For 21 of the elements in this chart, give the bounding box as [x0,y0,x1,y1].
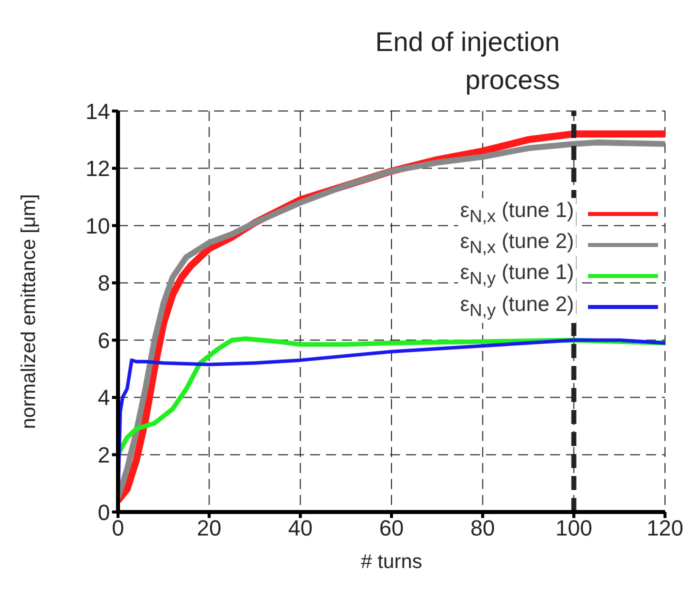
x-tick-label: 60 [379,516,404,541]
y-tick-label: 8 [98,270,110,296]
y-tick-label: 6 [98,328,110,353]
x-tick-label: 80 [470,516,495,541]
ref-line-label: End of injection process [375,27,560,95]
y-axis-title: normalized emittance [μm] [18,194,40,429]
legend-label: ε$_{N,x}$ (tune 2) [458,229,576,260]
legend-label: ε$_{N,y}$ (tune 2) [458,292,576,323]
x-tick-label: 40 [288,516,313,541]
y-tick-label: 2 [98,442,110,468]
x-tick-label: 120 [646,516,684,541]
x-axis-title: # turns [360,551,422,573]
y-tick-label: 0 [98,500,110,525]
x-tick-label: 100 [555,516,592,541]
legend-label: ε$_{N,y}$ (tune 1) [458,260,576,292]
y-tick-label: 10 [86,213,110,238]
x-tick-label: 20 [196,516,222,541]
y-tick-label: 4 [98,385,110,410]
y-tick-label: 12 [86,156,110,182]
y-tick-label: 14 [86,98,110,124]
legend-label: ε$_{N,x}$ (tune 1) [458,198,576,230]
